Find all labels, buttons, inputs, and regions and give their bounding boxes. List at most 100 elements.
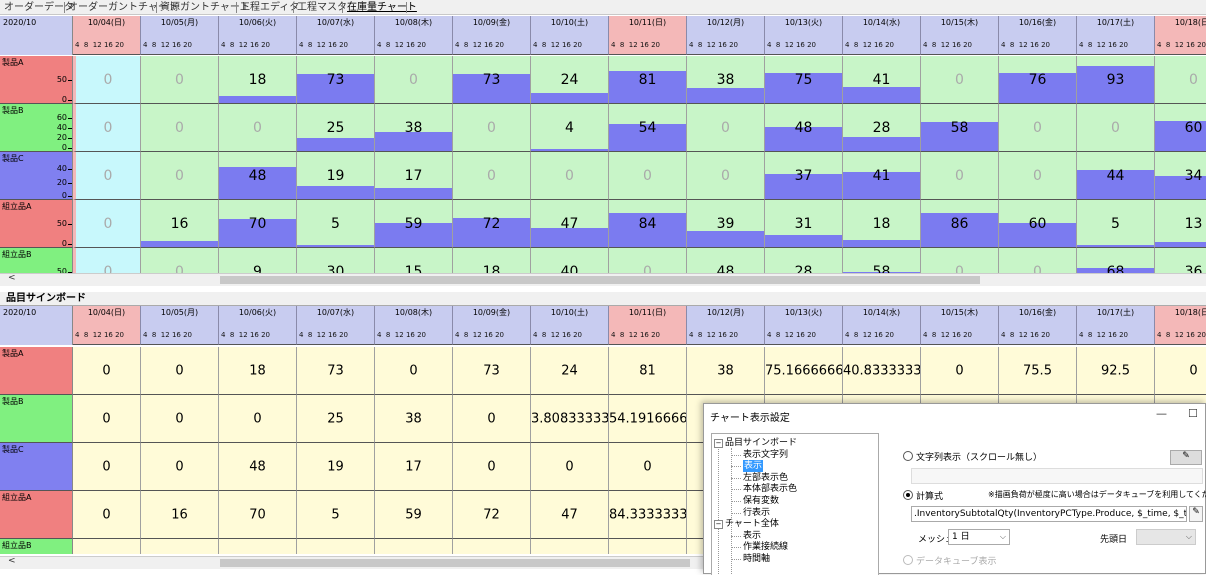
inventory-cell[interactable]: 0 [999,104,1077,152]
signboard-cell[interactable]: 24 [531,347,609,395]
inventory-cell[interactable]: 15 [375,248,453,273]
inventory-cell[interactable]: 16 [141,200,219,248]
inventory-cell[interactable]: 0 [141,248,219,273]
signboard-cell[interactable]: 54.19166667 [609,395,687,443]
inventory-cell[interactable]: 30 [297,248,375,273]
inventory-cell[interactable]: 37 [765,152,843,200]
signboard-cell[interactable]: 0 [453,443,531,491]
inventory-cell[interactable]: 0 [921,248,999,273]
tree-node[interactable]: 品目サインボード [725,438,798,448]
signboard-cell[interactable]: 40.83333333 [843,347,921,395]
signboard-cell[interactable]: 5 [297,491,375,539]
tree-node[interactable]: 作業接続線 [743,542,789,553]
inventory-cell[interactable]: 73 [297,56,375,104]
formula-edit-icon[interactable]: ✎ [1189,506,1203,522]
signboard-cell[interactable] [531,539,609,554]
inventory-cell[interactable]: 18 [453,248,531,273]
signboard-cell[interactable] [141,539,219,554]
inventory-cell[interactable]: 18 [843,200,921,248]
inventory-cell[interactable]: 38 [375,104,453,152]
inventory-cell[interactable]: 0 [531,152,609,200]
inventory-cell[interactable]: 76 [999,56,1077,104]
inventory-cell[interactable]: 31 [765,200,843,248]
inventory-cell[interactable]: 0 [73,56,141,104]
signboard-cell[interactable]: 0 [141,347,219,395]
inventory-cell[interactable]: 0 [1077,104,1155,152]
signboard-cell[interactable] [219,539,297,554]
inventory-cell[interactable]: 58 [843,248,921,273]
inventory-cell[interactable]: 41 [843,56,921,104]
inventory-cell[interactable]: 41 [843,152,921,200]
tab-order-gantt[interactable]: オーダーガントチャート [68,2,178,13]
signboard-cell[interactable]: 38 [375,395,453,443]
inventory-cell[interactable]: 40 [531,248,609,273]
inventory-cell[interactable]: 72 [453,200,531,248]
signboard-hscrollbar[interactable]: < [0,556,703,569]
tab-order-data[interactable]: オーダーデータ [4,2,74,13]
inventory-cell[interactable]: 0 [999,248,1077,273]
signboard-cell[interactable]: 0 [375,347,453,395]
inventory-cell[interactable]: 86 [921,200,999,248]
signboard-cell[interactable] [453,539,531,554]
tree-node[interactable]: 左部表示色 [743,472,789,483]
tree-node[interactable]: 表示文字列 [743,449,789,460]
signboard-cell[interactable]: 70 [219,491,297,539]
inventory-chart-grid[interactable]: 2020/10 10/04(日) 4 8 12 16 20 10/05(月) 4 8 1… [0,16,1206,273]
inventory-cell[interactable]: 9 [219,248,297,273]
signboard-cell[interactable]: 48 [219,443,297,491]
signboard-cell[interactable]: 73 [297,347,375,395]
inventory-cell[interactable]: 34 [1155,152,1206,200]
tree-expander-icon[interactable]: − [714,520,723,530]
inventory-cell[interactable]: 81 [609,56,687,104]
minimize-button[interactable]: — [1156,407,1167,420]
signboard-cell[interactable]: 25 [297,395,375,443]
inventory-cell[interactable]: 0 [141,56,219,104]
inventory-cell[interactable]: 0 [921,152,999,200]
inventory-cell[interactable]: 0 [141,152,219,200]
formula-input[interactable]: .InventorySubtotalQty(InventoryPCType.Pr… [911,506,1187,522]
inventory-cell[interactable]: 0 [609,248,687,273]
tree-node[interactable]: 行表示 [743,507,771,518]
inventory-cell[interactable]: 47 [531,200,609,248]
tree-node[interactable]: 表示 [743,460,764,473]
tab-inventory-chart[interactable]: 在庫量チャート [347,2,417,13]
settings-tree[interactable]: − 品目サインボード 表示文字列 表示 左部表示色 本体部表示色 保有変数 行表示 − チャート全… [711,433,879,575]
inventory-cell[interactable]: 39 [687,200,765,248]
inventory-cell[interactable]: 84 [609,200,687,248]
signboard-cell[interactable]: 3.80833333 [531,395,609,443]
inventory-cell[interactable]: 24 [531,56,609,104]
tree-node[interactable]: 表示 [743,530,762,541]
signboard-cell[interactable]: 0 [141,395,219,443]
inventory-cell[interactable]: 0 [687,104,765,152]
inventory-cell[interactable]: 60 [999,200,1077,248]
signboard-cell[interactable] [73,539,141,554]
signboard-cell[interactable] [609,539,687,554]
signboard-cell[interactable]: 0 [73,395,141,443]
inventory-cell[interactable]: 0 [141,104,219,152]
signboard-cell[interactable]: 75.16666667 [765,347,843,395]
inventory-cell[interactable]: 48 [765,104,843,152]
inventory-cell[interactable]: 93 [1077,56,1155,104]
signboard-cell[interactable]: 16 [141,491,219,539]
start-date-select[interactable]: ⌵ [1136,529,1196,545]
inventory-cell[interactable]: 0 [453,152,531,200]
mesh-select[interactable]: 1 日 ⌵ [948,529,1010,545]
inventory-cell[interactable]: 75 [765,56,843,104]
inventory-cell[interactable]: 19 [297,152,375,200]
signboard-cell[interactable] [297,539,375,554]
inventory-cell[interactable]: 28 [765,248,843,273]
tab-resource-gantt[interactable]: 資源ガントチャート [160,2,250,13]
inventory-cell[interactable]: 13 [1155,200,1206,248]
signboard-cell[interactable]: 0 [73,443,141,491]
tree-node[interactable]: 本体部表示色 [743,484,798,495]
inventory-cell[interactable]: 0 [1155,56,1206,104]
signboard-cell[interactable]: 38 [687,347,765,395]
inventory-cell[interactable]: 48 [687,248,765,273]
signboard-cell[interactable]: 0 [219,395,297,443]
tree-node[interactable]: 保有変数 [743,496,780,506]
inventory-chart-hscrollbar[interactable]: < [0,273,1206,286]
inventory-cell[interactable]: 58 [921,104,999,152]
inventory-cell[interactable]: 5 [297,200,375,248]
signboard-cell[interactable]: 0 [453,395,531,443]
inventory-cell[interactable]: 0 [219,104,297,152]
